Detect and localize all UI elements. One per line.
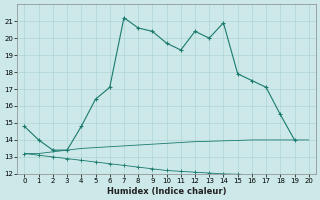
X-axis label: Humidex (Indice chaleur): Humidex (Indice chaleur) [107,187,226,196]
